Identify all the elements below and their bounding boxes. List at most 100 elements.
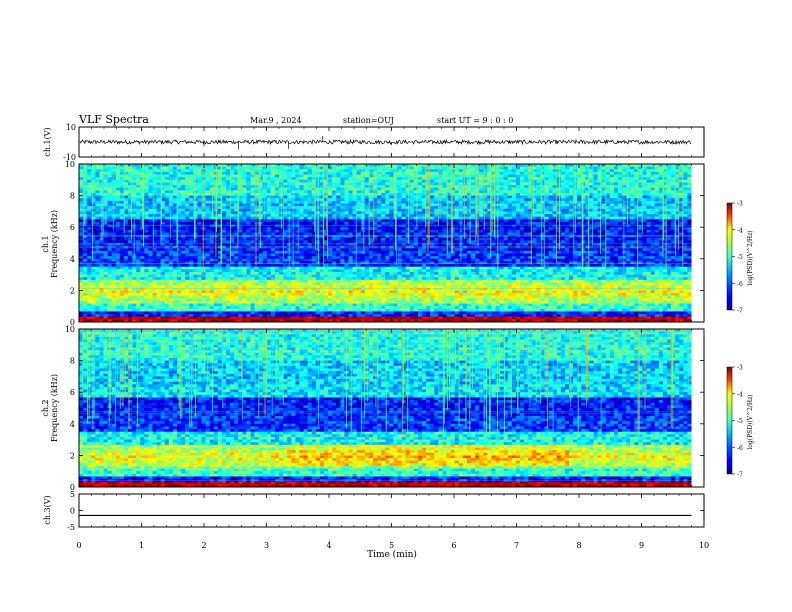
spec-cell (91, 245, 96, 249)
spec-cell (560, 243, 566, 246)
spec-cell (503, 203, 509, 207)
spec-cell (605, 237, 611, 241)
spec-cell (544, 198, 549, 202)
spec-cell (446, 243, 451, 246)
spec-cell (311, 174, 317, 178)
spec-cell (381, 245, 386, 249)
spec-cell (528, 227, 533, 231)
spec-cell (687, 174, 692, 178)
spec-cell (144, 187, 149, 191)
spec-cell (201, 166, 206, 170)
spec-cell (250, 237, 255, 241)
spec-cell (593, 224, 598, 228)
spec-cell (328, 203, 333, 207)
spec-cell (597, 171, 602, 175)
spec-cell (487, 245, 492, 249)
spec-cell (144, 248, 149, 252)
spec-cell (646, 192, 651, 196)
spec-cell (471, 190, 476, 194)
spec-cell (152, 214, 157, 217)
spec-cell (246, 224, 251, 228)
spec-cell (409, 219, 415, 223)
spec-cell (524, 221, 529, 225)
spec-cell (683, 187, 688, 191)
spec-cell (185, 169, 190, 173)
spec-cell (217, 174, 223, 178)
spec-cell (148, 203, 153, 207)
spec-cell (613, 169, 619, 173)
spec-cell (630, 177, 635, 181)
spec-cell (556, 195, 562, 199)
spec-cell (475, 237, 480, 241)
spec-cell (164, 177, 170, 181)
spec-cell (221, 237, 227, 241)
spec-cell (79, 174, 84, 178)
spec-cell (499, 208, 504, 212)
spec-cell (332, 192, 337, 196)
spec-cell (667, 185, 672, 188)
spec-cell (560, 224, 566, 228)
spec-cell (385, 169, 390, 173)
spec-cell (683, 169, 688, 173)
spec-cell (368, 164, 374, 167)
spec-cell (597, 248, 602, 252)
spec-cell (107, 235, 112, 239)
spec-cell (160, 185, 166, 188)
spec-cell (181, 221, 186, 225)
spec-cell (266, 174, 272, 178)
spec-cell (483, 169, 488, 173)
spec-cell (434, 206, 439, 210)
spec-cell (405, 174, 411, 178)
spec-cell (373, 245, 378, 249)
spec-cell (667, 227, 672, 231)
spec-cell (189, 243, 194, 246)
spec-cell (642, 208, 647, 212)
spec-cell (679, 245, 684, 249)
spec-cell (352, 200, 357, 204)
spec-cell (164, 171, 170, 175)
spec-cell (152, 200, 157, 204)
spec-cell (597, 185, 602, 188)
spec-cell (618, 229, 623, 233)
spec-cell (295, 187, 300, 191)
spec-cell (189, 208, 194, 212)
spec-cell (185, 250, 190, 254)
spec-cell (397, 240, 402, 244)
spec-cell (209, 245, 215, 249)
spec-cell (275, 200, 280, 204)
spec-cell (266, 190, 272, 194)
spec-cell (483, 235, 488, 239)
spec-cell (83, 245, 88, 249)
spec-cell (662, 185, 668, 188)
spec-cell (328, 171, 333, 175)
spec-cell (593, 214, 598, 217)
spec-cell (226, 174, 231, 178)
spec-cell (115, 206, 121, 210)
spec-cell (209, 229, 215, 233)
spec-cell (164, 179, 170, 183)
spec-cell (230, 232, 235, 236)
spec-cell (242, 187, 247, 191)
spec-cell (638, 185, 643, 188)
spec-cell (405, 229, 411, 233)
spec-cell (409, 229, 415, 233)
spec-cell (352, 171, 357, 175)
spec-cell (95, 208, 100, 212)
spec-cell (262, 235, 268, 239)
spec-cell (638, 208, 643, 212)
spec-cell (471, 195, 476, 199)
spec-cell (307, 200, 313, 204)
spec-cell (475, 203, 480, 207)
spec-cell (511, 195, 517, 199)
spec-cell (605, 206, 611, 210)
spec-cell (601, 166, 607, 170)
spec-cell (295, 243, 300, 246)
spec-cell (471, 182, 476, 186)
spec-cell (295, 235, 300, 239)
spec-cell (556, 232, 562, 236)
spec-cell (630, 169, 635, 173)
spec-cell (438, 235, 443, 239)
spec-cell (552, 185, 558, 188)
spec-cell (597, 203, 602, 207)
spec-cell (352, 195, 357, 199)
